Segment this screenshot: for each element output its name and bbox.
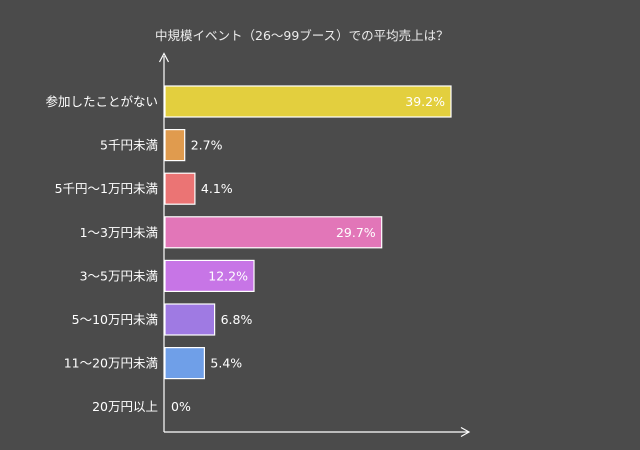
y-axis bbox=[158, 52, 170, 432]
data-label: 0% bbox=[171, 399, 191, 414]
category-label: 11〜20万円未満 bbox=[64, 356, 158, 371]
bar-row: 5〜10万円未満 6.8% bbox=[72, 303, 253, 336]
category-label: 3〜5万円未満 bbox=[80, 268, 158, 283]
data-label: 4.1% bbox=[201, 181, 233, 196]
data-label: 2.7% bbox=[191, 138, 223, 153]
data-label: 6.8% bbox=[221, 312, 253, 327]
bar bbox=[164, 129, 186, 162]
bar bbox=[164, 347, 205, 380]
bar-row: 参加したことがない 39.2% bbox=[45, 85, 452, 118]
category-label: 5〜10万円未満 bbox=[72, 312, 158, 327]
x-axis bbox=[164, 426, 471, 438]
x-axis-arrow-icon bbox=[460, 426, 471, 438]
data-label: 5.4% bbox=[210, 356, 242, 371]
chart-title: 中規模イベント（26〜99ブース）での平均売上は？ bbox=[155, 28, 449, 43]
category-label: 1〜3万円未満 bbox=[80, 225, 158, 240]
bar bbox=[164, 85, 452, 118]
category-label: 参加したことがない bbox=[45, 94, 158, 109]
category-label: 5千円未満 bbox=[100, 138, 158, 153]
bar bbox=[164, 303, 216, 336]
bar-row: 20万円以上 0% bbox=[92, 399, 191, 414]
data-label: 12.2% bbox=[208, 268, 248, 283]
bar-row: 1〜3万円未満 29.7% bbox=[80, 216, 383, 249]
data-label: 29.7% bbox=[336, 225, 376, 240]
bar-row: 5千円未満 2.7% bbox=[100, 129, 223, 162]
y-axis-arrow-icon bbox=[158, 52, 170, 63]
bar-row: 3〜5万円未満 12.2% bbox=[80, 259, 255, 292]
bar bbox=[164, 216, 383, 249]
data-label: 39.2% bbox=[405, 94, 445, 109]
bar-row: 5千円〜1万円未満 4.1% bbox=[55, 172, 233, 205]
category-label: 20万円以上 bbox=[92, 399, 158, 414]
bar-row: 11〜20万円未満 5.4% bbox=[64, 347, 242, 380]
bar bbox=[164, 259, 255, 292]
bar bbox=[164, 172, 196, 205]
bars: 参加したことがない 39.2% 5千円未満 2.7% 5千円〜1万円未満 4.1% 1〜3万… bbox=[45, 85, 452, 414]
category-label: 5千円〜1万円未満 bbox=[55, 181, 158, 196]
